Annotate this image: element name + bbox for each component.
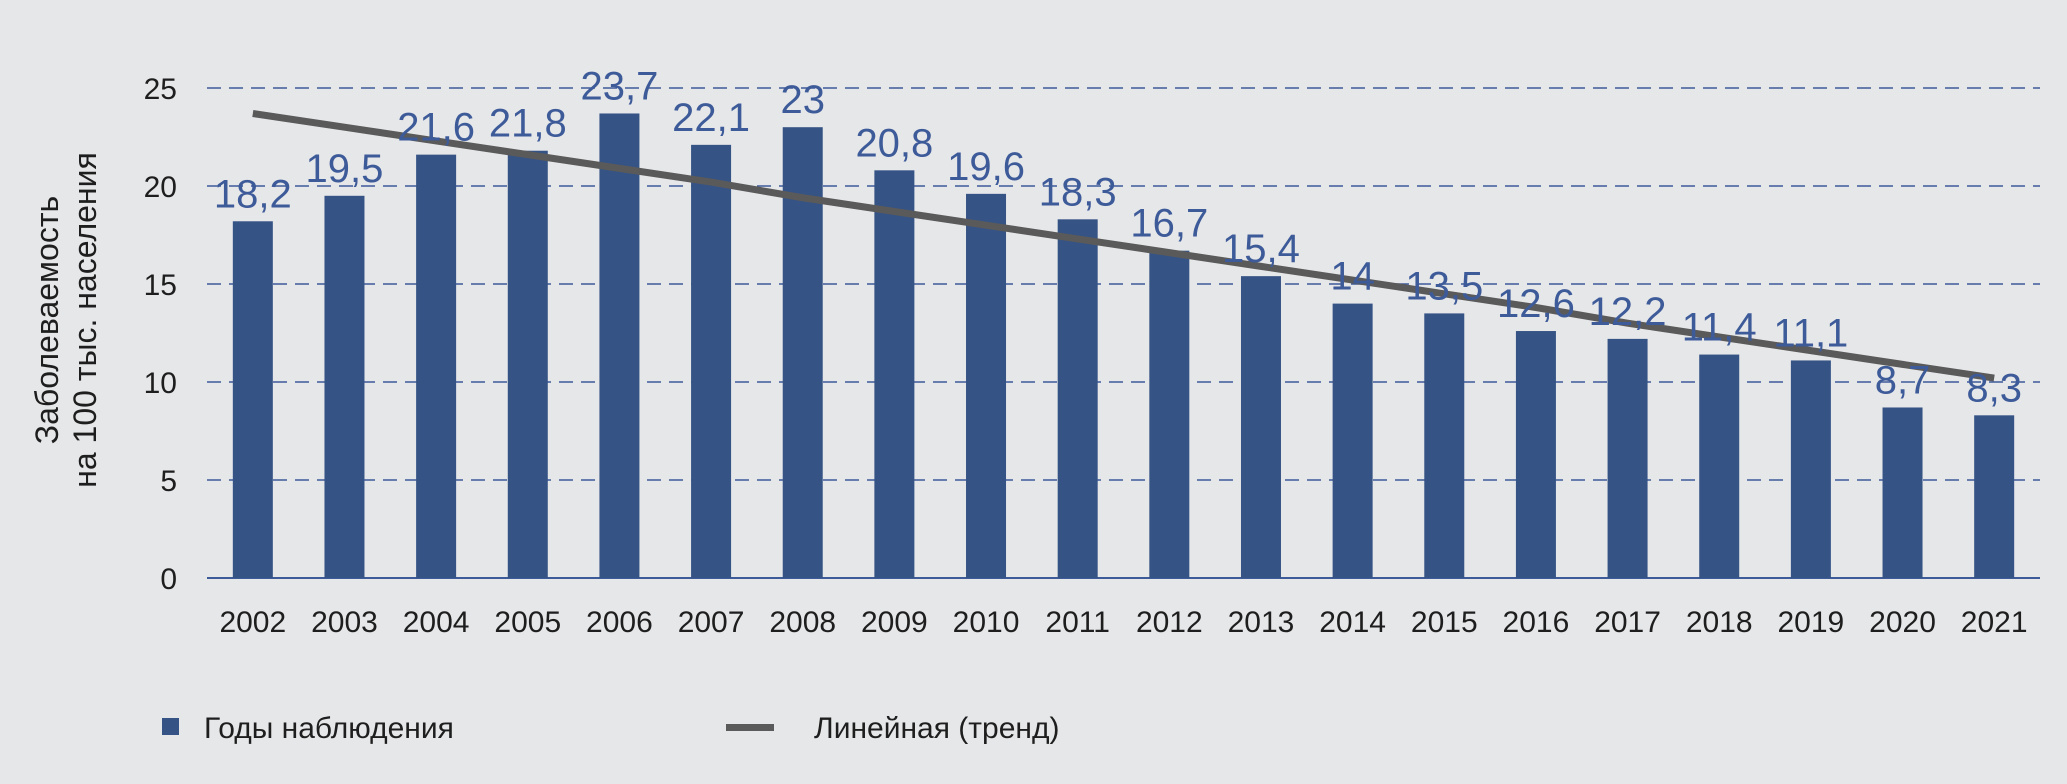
x-tick-label: 2020 [1869,606,1936,639]
data-label: 11,4 [1682,306,1757,350]
x-tick-label: 2013 [1228,606,1295,639]
x-tick-label: 2012 [1136,606,1203,639]
x-tick-label: 2018 [1686,606,1753,639]
bar [1699,354,1740,578]
bar [1974,415,2015,578]
x-tick-label: 2021 [1961,606,2028,639]
bar [1607,338,1648,578]
x-axis-ticks: 2002 2003 2004 2005 2006 2007 2008 2009 2010 2011… [219,606,2027,639]
x-tick-label: 2014 [1319,606,1386,639]
data-label: 23 [780,78,825,122]
bar [1515,331,1556,578]
y-axis-title: Заболеваемость на 100 тыс. населения [29,152,103,488]
data-label: 19,6 [947,145,1025,189]
data-label: 16,7 [1130,202,1208,246]
bar [232,221,273,578]
x-tick-label: 2002 [219,606,286,639]
bar [1882,407,1923,578]
x-tick-label: 2016 [1503,606,1570,639]
y-tick-label: 10 [144,367,177,400]
bar [416,154,457,578]
x-tick-label: 2009 [861,606,928,639]
legend-label-bars: Годы наблюдения [204,712,454,745]
y-tick-label: 0 [160,563,177,596]
data-label: 11,1 [1773,311,1848,355]
y-tick-label: 25 [144,73,177,106]
bar [324,195,365,579]
y-axis-title-line2: на 100 тыс. населения [67,152,103,488]
grid-lines [207,87,2040,579]
data-label: 13,5 [1405,264,1483,308]
x-tick-label: 2004 [403,606,470,639]
bar [1424,313,1465,578]
x-tick-label: 2019 [1778,606,1845,639]
bar [1240,276,1281,578]
data-label: 18,2 [214,172,292,216]
y-tick-label: 15 [144,269,177,302]
data-label: 21,6 [397,106,475,150]
bar [507,150,548,578]
bar [1057,219,1098,578]
x-tick-label: 2017 [1594,606,1661,639]
legend-label-trend: Линейная (тренд) [814,712,1059,745]
data-label: 22,1 [672,96,750,140]
y-tick-label: 20 [144,171,177,204]
bar [874,170,915,578]
bar [966,193,1007,578]
legend-swatch-trend [726,724,774,731]
bar [1149,250,1190,578]
bar [1790,360,1831,578]
bar [691,144,732,578]
data-label: 8,3 [1966,366,2022,410]
data-label: 19,5 [306,147,384,191]
data-label: 20,8 [855,121,933,165]
data-label: 8,7 [1875,358,1931,402]
data-label: 23,7 [580,64,658,108]
data-label: 18,3 [1039,170,1117,214]
bar [1332,303,1373,578]
data-label: 15,4 [1222,227,1300,271]
data-labels: 18,2 19,5 21,6 21,8 23,7 22,1 23 20,8 19,6 18,3 16… [214,64,2022,410]
y-axis-title-line1: Заболеваемость [29,196,65,444]
data-label: 21,8 [489,102,567,146]
y-tick-label: 5 [160,465,177,498]
x-tick-label: 2006 [586,606,653,639]
data-label: 14 [1330,255,1375,299]
legend: Годы наблюдения Линейная (тренд) [162,712,1059,745]
trend-line-group [252,110,1995,382]
x-tick-label: 2008 [769,606,836,639]
bar [599,113,640,578]
y-axis-ticks: 0 5 10 15 20 25 [144,73,177,596]
trend-line [252,110,1995,382]
x-tick-label: 2007 [678,606,745,639]
legend-swatch-bar [162,718,179,735]
x-tick-label: 2003 [311,606,378,639]
x-tick-label: 2011 [1045,606,1110,639]
x-tick-label: 2015 [1411,606,1478,639]
data-label: 12,6 [1497,282,1575,326]
data-label: 12,2 [1589,290,1667,334]
x-tick-label: 2010 [953,606,1020,639]
x-tick-label: 2005 [494,606,561,639]
